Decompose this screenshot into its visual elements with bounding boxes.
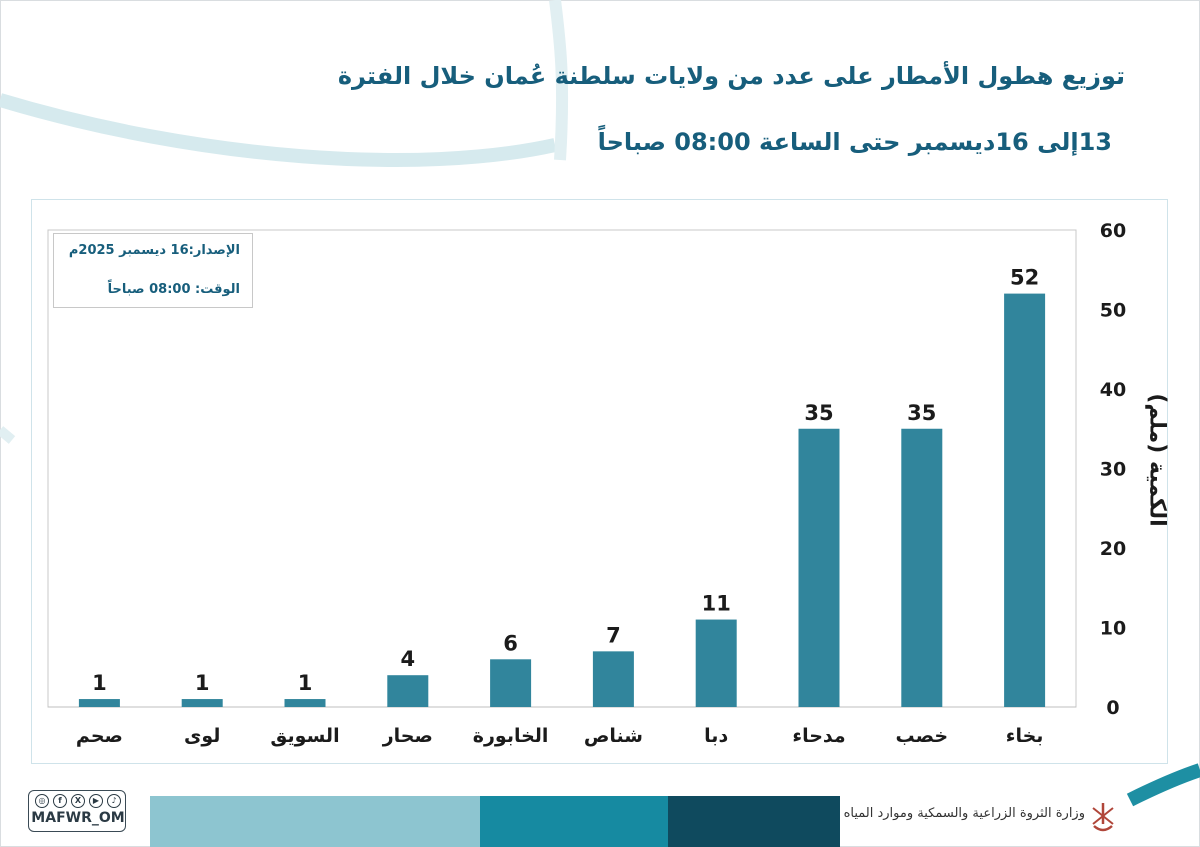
x-tick-label-5: الخابورة [473, 725, 549, 747]
issue-date: الإصدار:16 ديسمبر 2025م [68, 243, 240, 258]
bar-6 [387, 675, 429, 707]
x-tick-label-2: مدحاء [792, 725, 845, 747]
x-tick-label-7: السويق [270, 725, 339, 747]
chart-subtitle: 13إلى 16ديسمبر حتى الساعة 08:00 صباحاً [597, 128, 1112, 156]
data-label-2: 35 [804, 401, 833, 425]
social-handle: MAFWR_OM [31, 810, 125, 826]
x-tick-label-9: صحم [76, 725, 123, 747]
bar-3 [695, 619, 737, 707]
footer-band-light [150, 796, 480, 847]
y-tick-label-6: 60 [1100, 220, 1126, 242]
y-axis-label: الكمية (ملم) [1144, 393, 1170, 527]
x-tick-label-8: لوى [184, 725, 220, 747]
data-label-9: 1 [92, 671, 107, 695]
bar-8 [181, 699, 223, 707]
instagram-icon[interactable]: ◎ [35, 794, 49, 808]
y-tick-label-5: 50 [1100, 300, 1126, 322]
x-icon[interactable]: X [71, 794, 85, 808]
x-tick-label-6: صحار [382, 725, 433, 747]
bar-9 [78, 699, 120, 707]
y-tick-label-1: 10 [1100, 618, 1126, 640]
issue-time: الوقت: 08:00 صباحاً [107, 282, 240, 297]
data-label-0: 52 [1010, 266, 1039, 290]
y-tick-label-0: 0 [1106, 697, 1119, 719]
facebook-icon[interactable]: f [53, 794, 67, 808]
footer-band-dark [668, 796, 840, 847]
oman-emblem-icon [1092, 803, 1114, 832]
bar-1 [901, 428, 943, 707]
ministry-name: وزارة الثروة الزراعية والسمكية وموارد ال… [843, 806, 1085, 821]
data-label-8: 1 [195, 671, 210, 695]
footer-band-mid [480, 796, 668, 847]
y-tick-label-3: 30 [1100, 459, 1126, 481]
bar-4 [592, 651, 634, 707]
data-label-1: 35 [907, 401, 936, 425]
bar-7 [284, 699, 326, 707]
data-label-3: 11 [702, 592, 731, 616]
tiktok-icon[interactable]: ♪ [107, 794, 121, 808]
y-axis-label-box: الكمية (ملم) [1142, 380, 1172, 540]
issue-info-box: الإصدار:16 ديسمبر 2025م الوقت: 08:00 صبا… [53, 233, 253, 308]
bar-2 [798, 428, 840, 707]
social-icons-row: ◎ f X ▶ ♪ [35, 794, 121, 810]
y-tick-label-2: 20 [1100, 538, 1126, 560]
data-label-5: 6 [503, 631, 518, 655]
bar-0 [1004, 293, 1046, 707]
x-tick-label-0: بخاء [1006, 725, 1044, 747]
data-label-7: 1 [298, 671, 313, 695]
youtube-icon[interactable]: ▶ [89, 794, 103, 808]
y-tick-label-4: 40 [1100, 379, 1126, 401]
x-tick-label-1: خصب [896, 725, 949, 747]
x-tick-label-3: دبا [704, 725, 728, 747]
data-label-4: 7 [606, 623, 621, 647]
x-tick-label-4: شناص [584, 725, 643, 747]
data-label-6: 4 [400, 647, 415, 671]
chart-title: توزيع هطول الأمطار على عدد من ولايات سلط… [337, 62, 1125, 90]
social-media-box[interactable]: ◎ f X ▶ ♪ MAFWR_OM [28, 790, 126, 832]
bar-5 [490, 659, 532, 707]
